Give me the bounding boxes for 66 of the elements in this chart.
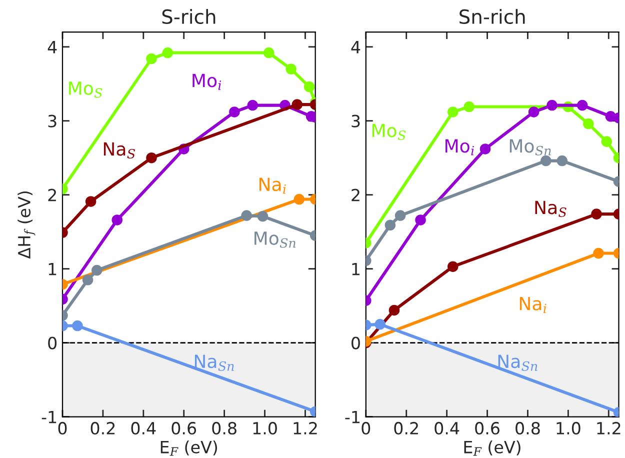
point [591, 208, 602, 220]
point [162, 47, 174, 58]
point [480, 144, 491, 154]
point [448, 106, 458, 118]
y-axis-title: ΔH$_{f}$ (eV) [18, 191, 36, 259]
point [292, 99, 303, 110]
series-label: Mo$_{S}$ [69, 82, 102, 98]
series-label: Mo$_{i}$ [192, 74, 222, 90]
point [464, 101, 474, 112]
chart-title: S-rich [162, 8, 216, 24]
x-tick-label: 1.2 [294, 422, 317, 434]
x-tick-label: 0 [58, 422, 67, 435]
y-tick-label: 4 [351, 41, 360, 54]
series-label: Mo$_{S}$ [372, 124, 406, 140]
series-label: Na$_{S}$ [535, 200, 566, 217]
x-tick-label: 0.2 [90, 422, 115, 435]
point [448, 261, 458, 272]
point [263, 47, 274, 58]
x-tick-label: 0.8 [516, 422, 540, 435]
x-tick-label: 1.2 [597, 422, 620, 434]
series-label: Mo$_{Sn}$ [254, 232, 296, 248]
point [546, 100, 558, 111]
point [556, 155, 568, 166]
y-tick-label: 2 [48, 188, 56, 202]
point [540, 155, 552, 166]
point [601, 136, 612, 147]
point [146, 152, 157, 164]
series-label: Na$_{Sn}$ [498, 354, 538, 371]
y-tick-label: 3 [48, 114, 56, 128]
x-tick-label: 0 [362, 422, 370, 435]
y-tick-label: -1 [345, 410, 360, 424]
x-tick-label: 0.2 [394, 422, 418, 435]
series-label: Na$_{i}$ [260, 178, 286, 194]
x-tick-label: 0.4 [434, 422, 460, 435]
point [286, 64, 296, 74]
x-tick-label: 0.6 [172, 422, 196, 435]
series-label: Na$_{i}$ [520, 297, 546, 313]
x-axis-title: E$_{F}$ (eV) [464, 440, 520, 456]
point [146, 53, 157, 64]
point [229, 106, 240, 118]
point [583, 118, 594, 130]
x-tick-label: 0.6 [475, 422, 500, 435]
x-tick-label: 0.4 [131, 422, 156, 435]
series-label: Mo$_{Sn}$ [510, 139, 551, 156]
series-label: Na$_{Sn}$ [194, 354, 234, 371]
y-tick-label: 2 [352, 188, 360, 202]
y-tick-label: 3 [352, 114, 360, 128]
y-tick-label: 0 [352, 336, 360, 350]
series-label: Na$_{S}$ [104, 142, 135, 159]
series-label: Mo$_{i}$ [446, 139, 474, 156]
y-tick-label: 1 [48, 262, 56, 276]
point [241, 210, 252, 221]
point [528, 106, 540, 118]
point [247, 100, 258, 111]
y-tick-label: -1 [42, 410, 56, 424]
x-tick-label: 0.8 [212, 422, 236, 435]
y-tick-label: 4 [48, 41, 57, 54]
y-tick-label: 1 [352, 262, 360, 276]
x-tick-label: 1.0 [253, 422, 277, 435]
point [576, 100, 588, 111]
chart-title: Sn-rich [460, 8, 525, 24]
point [304, 81, 315, 92]
point [257, 210, 268, 222]
x-axis-title: E$_{F}$ (eV) [160, 440, 217, 456]
x-tick-label: 1.0 [556, 422, 580, 435]
y-tick-label: 0 [48, 336, 57, 350]
